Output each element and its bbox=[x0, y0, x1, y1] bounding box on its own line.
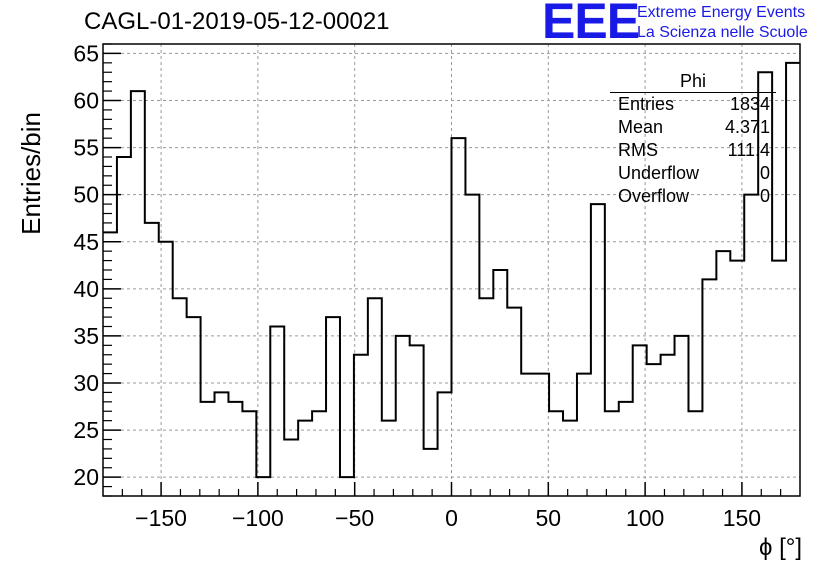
histogram-line bbox=[103, 61, 800, 479]
histogram-bin bbox=[215, 392, 229, 496]
stats-row-mean: Mean 4.371 bbox=[618, 117, 770, 137]
y-tick-label: 20 bbox=[73, 464, 99, 490]
histogram-bin bbox=[382, 421, 396, 496]
histogram-bin bbox=[396, 336, 410, 496]
y-tick-label: 60 bbox=[73, 88, 99, 114]
histogram-bin bbox=[772, 261, 786, 496]
y-tick-label: 55 bbox=[73, 135, 99, 161]
logo-line-1: Extreme Energy Events bbox=[637, 4, 806, 21]
histogram-bin bbox=[535, 374, 549, 496]
histogram-bin bbox=[786, 63, 800, 496]
y-tick-label: 30 bbox=[73, 370, 99, 396]
histogram-bin bbox=[312, 411, 326, 496]
histogram-bin bbox=[410, 345, 424, 496]
stats-row-rms: RMS 111.4 bbox=[618, 140, 770, 160]
histogram-bin bbox=[187, 317, 201, 496]
histogram-bin bbox=[424, 449, 438, 496]
stats-row-entries: Entries 1834 bbox=[618, 94, 770, 114]
x-tick-label: 50 bbox=[536, 505, 562, 531]
histogram-bin bbox=[675, 336, 689, 496]
histogram-bin bbox=[716, 251, 730, 496]
histogram-bin bbox=[284, 440, 298, 497]
histogram-bin bbox=[131, 91, 145, 496]
histogram-bin bbox=[479, 298, 493, 496]
histogram-bin bbox=[173, 298, 187, 496]
logo-line-2: La Scienza nelle Scuole bbox=[637, 24, 808, 41]
y-tick-label: 40 bbox=[73, 276, 99, 302]
histogram-bin bbox=[438, 392, 452, 496]
histogram-bin bbox=[298, 421, 312, 496]
histogram-bin bbox=[647, 364, 661, 496]
axis-ticks bbox=[103, 43, 782, 497]
histogram-bin bbox=[507, 308, 521, 496]
x-tick-label: 150 bbox=[723, 505, 761, 531]
x-tick-label: −150 bbox=[135, 505, 187, 531]
histogram-bin bbox=[661, 355, 675, 496]
y-tick-label: 35 bbox=[73, 323, 99, 349]
y-tick-label: 45 bbox=[73, 229, 99, 255]
histogram-bin bbox=[605, 411, 619, 496]
y-tick-label: 65 bbox=[73, 40, 99, 66]
histogram-bin bbox=[577, 374, 591, 496]
histogram-bin bbox=[688, 411, 702, 496]
stats-box: Phi Entries 1834 Mean 4.371 RMS 111.4 Under… bbox=[610, 70, 776, 208]
eee-logo: EEE bbox=[542, 0, 640, 49]
histogram-bin bbox=[117, 157, 131, 496]
x-tick-label: −100 bbox=[232, 505, 284, 531]
histogram-bin bbox=[452, 138, 466, 496]
stats-name: Phi bbox=[610, 70, 776, 93]
y-tick-labels: 20 25 30 35 40 45 50 55 60 65 bbox=[73, 40, 99, 490]
stats-row-underflow: Underflow 0 bbox=[618, 163, 770, 183]
histogram-bin bbox=[340, 477, 354, 496]
x-tick-labels: −150 −100 −50 0 50 100 150 bbox=[135, 505, 761, 531]
chart-title: CAGL-01-2019-05-12-00021 bbox=[84, 8, 390, 35]
histogram-bin bbox=[228, 402, 242, 496]
y-tick-label: 25 bbox=[73, 417, 99, 443]
histogram-bin bbox=[702, 279, 716, 496]
histogram-bin bbox=[633, 345, 647, 496]
histogram-bin bbox=[619, 402, 633, 496]
histogram-bin bbox=[103, 232, 117, 496]
x-tick-label: 100 bbox=[626, 505, 664, 531]
histogram-bin bbox=[145, 223, 159, 496]
histogram-bin bbox=[159, 242, 173, 496]
x-tick-label: −50 bbox=[335, 505, 374, 531]
histogram-bin bbox=[201, 402, 215, 496]
histogram-bin bbox=[270, 327, 284, 497]
histogram-bin bbox=[326, 317, 340, 496]
x-tick-label: 0 bbox=[445, 505, 458, 531]
histogram-bin bbox=[242, 411, 256, 496]
histogram-bin bbox=[549, 411, 563, 496]
histogram-bin bbox=[744, 195, 758, 496]
histogram-bin bbox=[521, 374, 535, 496]
histogram-bin bbox=[730, 261, 744, 496]
x-axis-label: ϕ [°] bbox=[758, 534, 802, 561]
histogram-bin bbox=[368, 298, 382, 496]
histogram-bin bbox=[465, 195, 479, 496]
histogram-bin bbox=[591, 204, 605, 496]
histogram-bin bbox=[354, 355, 368, 496]
y-tick-label: 50 bbox=[73, 182, 99, 208]
histogram-bin bbox=[493, 270, 507, 496]
histogram-bin bbox=[256, 477, 270, 496]
stats-row-overflow: Overflow 0 bbox=[618, 186, 770, 206]
histogram-bin bbox=[563, 421, 577, 496]
